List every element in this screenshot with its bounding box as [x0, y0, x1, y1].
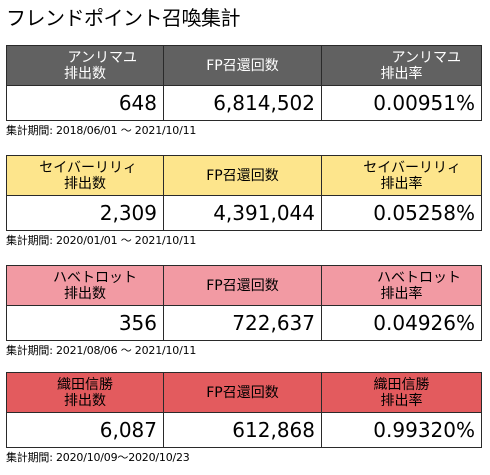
- count-value: 356: [6, 305, 164, 341]
- header-rate: ハベトロット 排出率: [321, 265, 482, 306]
- page-title: フレンドポイント召喚集計: [6, 6, 241, 30]
- fp-value: 722,637: [163, 305, 322, 341]
- table-row: 6,087 612,868 0.99320%: [6, 412, 482, 448]
- summon-table: セイバーリリィ 排出数 FP召還回数 セイバーリリィ 排出率 2,309 4,391…: [6, 155, 482, 231]
- header-count: セイバーリリィ 排出数: [6, 155, 164, 196]
- header-fp: FP召還回数: [163, 45, 322, 86]
- period-label: 集計期間: 2021/08/06 ～ 2021/10/11: [6, 344, 197, 357]
- period-label: 集計期間: 2020/01/01 ～ 2021/10/11: [6, 234, 197, 247]
- count-value: 6,087: [6, 412, 164, 448]
- header-rate: セイバーリリィ 排出率: [321, 155, 482, 196]
- period-label: 集計期間: 2020/10/09～2020/10/23: [6, 451, 190, 464]
- summon-table: 織田信勝 排出数 FP召還回数 織田信勝 排出率 6,087 612,868 0.9…: [6, 372, 482, 448]
- period-label: 集計期間: 2018/06/01 ～ 2021/10/11: [6, 124, 197, 137]
- summon-block-annirimayu: アンリマユ 排出数 FP召還回数 アンリマユ 排出率 648 6,814,502 0…: [6, 45, 482, 137]
- count-value: 648: [6, 85, 164, 121]
- summon-table: ハベトロット 排出数 FP召還回数 ハベトロット 排出率 356 722,637 0…: [6, 265, 482, 341]
- table-header-row: 織田信勝 排出数 FP召還回数 織田信勝 排出率: [6, 372, 482, 413]
- header-count: アンリマユ 排出数: [6, 45, 164, 86]
- header-rate: アンリマユ 排出率: [321, 45, 482, 86]
- table-row: 356 722,637 0.04926%: [6, 305, 482, 341]
- header-rate: 織田信勝 排出率: [321, 372, 482, 413]
- table-header-row: ハベトロット 排出数 FP召還回数 ハベトロット 排出率: [6, 265, 482, 306]
- count-value: 2,309: [6, 195, 164, 231]
- summon-block-habetrot: ハベトロット 排出数 FP召還回数 ハベトロット 排出率 356 722,637 0…: [6, 265, 482, 357]
- summon-block-oda-nobukatsu: 織田信勝 排出数 FP召還回数 織田信勝 排出率 6,087 612,868 0.9…: [6, 372, 482, 464]
- table-row: 2,309 4,391,044 0.05258%: [6, 195, 482, 231]
- table-header-row: アンリマユ 排出数 FP召還回数 アンリマユ 排出率: [6, 45, 482, 86]
- summon-table: アンリマユ 排出数 FP召還回数 アンリマユ 排出率 648 6,814,502 0…: [6, 45, 482, 121]
- header-fp: FP召還回数: [163, 372, 322, 413]
- rate-value: 0.04926%: [321, 305, 482, 341]
- header-count: 織田信勝 排出数: [6, 372, 164, 413]
- summon-block-saber-lily: セイバーリリィ 排出数 FP召還回数 セイバーリリィ 排出率 2,309 4,391…: [6, 155, 482, 247]
- fp-value: 612,868: [163, 412, 322, 448]
- header-fp: FP召還回数: [163, 155, 322, 196]
- rate-value: 0.05258%: [321, 195, 482, 231]
- header-fp: FP召還回数: [163, 265, 322, 306]
- rate-value: 0.99320%: [321, 412, 482, 448]
- header-count: ハベトロット 排出数: [6, 265, 164, 306]
- table-row: 648 6,814,502 0.00951%: [6, 85, 482, 121]
- table-header-row: セイバーリリィ 排出数 FP召還回数 セイバーリリィ 排出率: [6, 155, 482, 196]
- fp-value: 6,814,502: [163, 85, 322, 121]
- fp-value: 4,391,044: [163, 195, 322, 231]
- rate-value: 0.00951%: [321, 85, 482, 121]
